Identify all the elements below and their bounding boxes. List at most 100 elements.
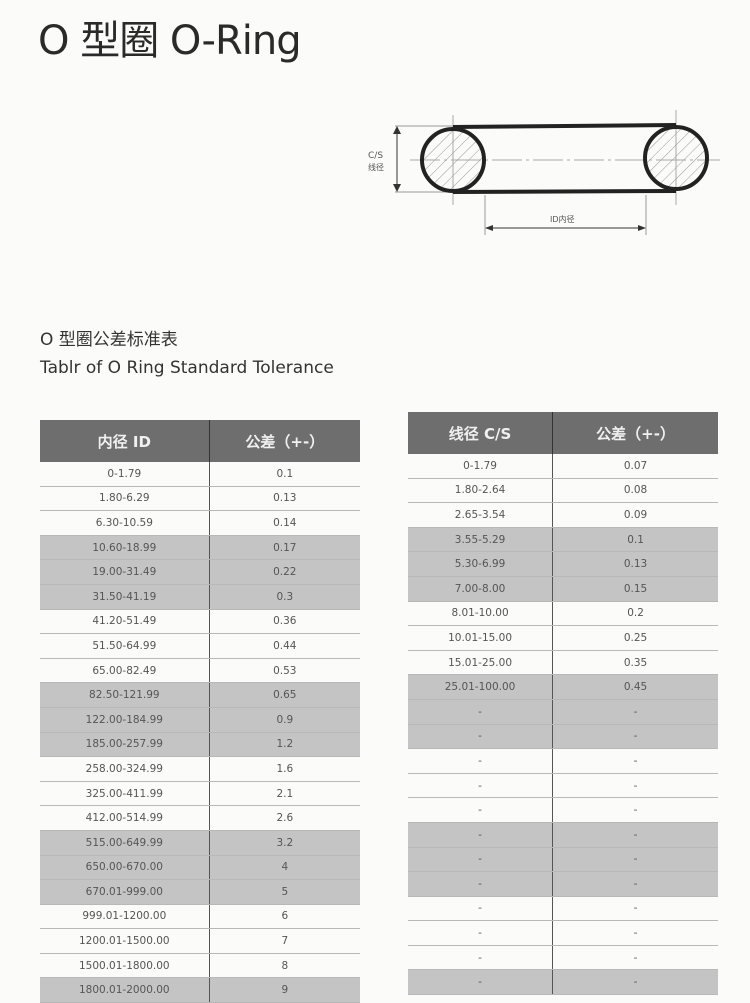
range-cell: - [408,822,554,848]
table-row: 0-1.79 0.1 [40,462,360,487]
tolerance-cell: 0.07 [552,454,718,479]
tolerance-cell: 0.1 [552,527,718,553]
tolerance-cell: 0.15 [552,576,718,602]
tolerance-cell: 0.1 [209,462,360,487]
table-row: 25.01-100.00 0.45 [408,674,718,700]
tolerance-cell: 0.9 [209,707,360,733]
tolerance-cell: 2.1 [209,781,360,807]
table-row: 650.00-670.00 4 [40,855,360,881]
tolerance-cell: 9 [209,977,360,1003]
header-tolerance: 公差（+-） [552,412,718,454]
tolerance-cell: 5 [209,879,360,905]
header-id: 内径 ID [40,420,210,462]
table-row: -- [408,945,718,971]
tolerance-cell: - [552,822,718,848]
table-row: 1200.01-1500.00 7 [40,928,360,954]
table-row: 1.80-6.29 0.13 [40,486,360,512]
tolerance-cell: 0.65 [209,682,360,708]
table-row: -- [408,699,718,725]
range-cell: 122.00-184.99 [40,707,210,733]
table-row: 258.00-324.99 1.6 [40,756,360,782]
table-row: 185.00-257.99 1.2 [40,732,360,758]
table-row: 7.00-8.00 0.15 [408,576,718,602]
range-cell: 6.30-10.59 [40,510,210,536]
id-label: ID内径 [550,214,575,224]
range-cell: - [408,945,554,971]
tolerance-cell: - [552,847,718,873]
tolerance-cell: 0.3 [209,584,360,610]
range-cell: 1200.01-1500.00 [40,928,210,954]
table-row: -- [408,724,718,750]
table-row: 31.50-41.19 0.3 [40,584,360,610]
range-cell: 19.00-31.49 [40,559,210,585]
range-cell: - [408,871,554,897]
tolerance-cell: 0.08 [552,478,718,504]
tolerance-cell: 0.35 [552,650,718,676]
range-cell: 0-1.79 [408,454,554,479]
table-row: 515.00-649.99 3.2 [40,830,360,856]
tolerance-cell: 1.2 [209,732,360,758]
tolerance-cell: 6 [209,904,360,930]
table-row: 15.01-25.00 0.35 [408,650,718,676]
cs-tolerance-table: 线径 C/S 公差（+-） 0-1.79 0.07 1.80-2.64 0.08 2.6… [408,412,718,996]
table-row: 412.00-514.99 2.6 [40,805,360,831]
range-cell: 5.30-6.99 [408,551,554,577]
range-cell: 1.80-6.29 [40,486,210,512]
tolerance-cell: 0.22 [209,559,360,585]
table-row: 8.01-10.00 0.2 [408,601,718,627]
range-cell: 7.00-8.00 [408,576,554,602]
range-cell: 10.60-18.99 [40,535,210,561]
range-cell: 82.50-121.99 [40,682,210,708]
table-row: -- [408,896,718,922]
tolerance-cell: 0.2 [552,601,718,627]
range-cell: 8.01-10.00 [408,601,554,627]
tolerance-cell: - [552,896,718,922]
table-row: 1500.01-1800.00 8 [40,953,360,979]
range-cell: 1.80-2.64 [408,478,554,504]
tolerance-cell: 2.6 [209,805,360,831]
table-row: -- [408,871,718,897]
range-cell: 670.01-999.00 [40,879,210,905]
range-cell: 325.00-411.99 [40,781,210,807]
tolerance-cell: 7 [209,928,360,954]
tolerance-cell: 0.45 [552,674,718,700]
range-cell: 412.00-514.99 [40,805,210,831]
range-cell: - [408,699,554,725]
tolerance-cell: 0.09 [552,502,718,528]
range-cell: - [408,920,554,946]
cs-label: C/S [368,151,383,161]
range-cell: - [408,896,554,922]
table-row: 122.00-184.99 0.9 [40,707,360,733]
tolerance-cell: - [552,969,718,996]
table-row: -- [408,797,718,823]
table-row: -- [408,822,718,848]
tolerance-cell: - [552,699,718,725]
subtitle-cn: O 型圈公差标准表 [40,330,178,350]
table-row: -- [408,847,718,873]
tolerance-cell: - [552,724,718,750]
tolerance-cell: 0.13 [552,551,718,577]
tolerance-cell: 1.6 [209,756,360,782]
tolerance-cell: 0.14 [209,510,360,536]
table-row: 2.65-3.54 0.09 [408,502,718,528]
table-row: 5.30-6.99 0.13 [408,551,718,577]
table-row: 1800.01-2000.00 9 [40,977,360,1003]
table-row: 3.55-5.29 0.1 [408,527,718,553]
table-row: 19.00-31.49 0.22 [40,559,360,585]
tolerance-cell: 4 [209,855,360,881]
table-row: -- [408,773,718,799]
tolerance-cell: 0.17 [209,535,360,561]
range-cell: 65.00-82.49 [40,658,210,684]
tolerance-cell: - [552,748,718,774]
tolerance-cell: 0.53 [209,658,360,684]
range-cell: 25.01-100.00 [408,674,554,700]
range-cell: 1800.01-2000.00 [40,977,210,1003]
range-cell: - [408,773,554,799]
tolerance-cell: 0.25 [552,625,718,651]
range-cell: 0-1.79 [40,462,210,487]
range-cell: 2.65-3.54 [408,502,554,528]
range-cell: 185.00-257.99 [40,732,210,758]
table-row: 325.00-411.99 2.1 [40,781,360,807]
tolerance-cell: - [552,871,718,897]
range-cell: 258.00-324.99 [40,756,210,782]
